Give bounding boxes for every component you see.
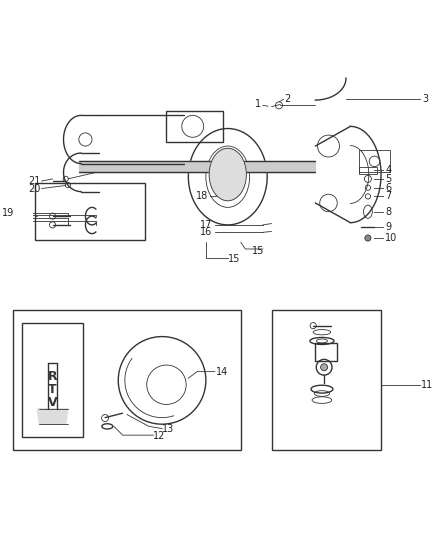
Text: 13: 13 xyxy=(162,424,174,434)
Bar xyxy=(359,150,390,172)
Circle shape xyxy=(321,364,328,371)
Bar xyxy=(35,183,145,240)
Bar xyxy=(272,310,381,450)
Bar xyxy=(22,324,83,437)
Text: 11: 11 xyxy=(421,379,434,390)
Text: 3: 3 xyxy=(423,94,429,104)
Bar xyxy=(359,167,377,174)
Text: 1: 1 xyxy=(254,100,261,109)
Text: 15: 15 xyxy=(252,246,264,256)
Text: 4: 4 xyxy=(385,165,392,175)
Text: 6: 6 xyxy=(385,183,392,192)
Text: V: V xyxy=(48,396,57,409)
Text: 16: 16 xyxy=(200,228,212,237)
Text: 17: 17 xyxy=(200,220,212,230)
Bar xyxy=(166,111,223,142)
Text: 15: 15 xyxy=(228,254,240,264)
Circle shape xyxy=(365,235,371,241)
Text: 5: 5 xyxy=(385,174,392,184)
Polygon shape xyxy=(37,409,68,424)
Text: 21: 21 xyxy=(28,176,41,186)
Text: 9: 9 xyxy=(385,222,392,232)
Text: 8: 8 xyxy=(385,207,392,217)
Text: 20: 20 xyxy=(28,183,41,193)
Text: T: T xyxy=(48,383,57,395)
Text: 7: 7 xyxy=(385,191,392,201)
Text: 12: 12 xyxy=(153,431,166,441)
Text: 10: 10 xyxy=(385,233,398,243)
Text: 19: 19 xyxy=(2,208,14,217)
Bar xyxy=(13,310,241,450)
Ellipse shape xyxy=(209,148,246,201)
Text: 2: 2 xyxy=(285,94,291,104)
Text: R: R xyxy=(48,369,57,383)
Bar xyxy=(315,343,337,361)
Text: 18: 18 xyxy=(196,191,208,201)
Text: 14: 14 xyxy=(215,367,228,377)
